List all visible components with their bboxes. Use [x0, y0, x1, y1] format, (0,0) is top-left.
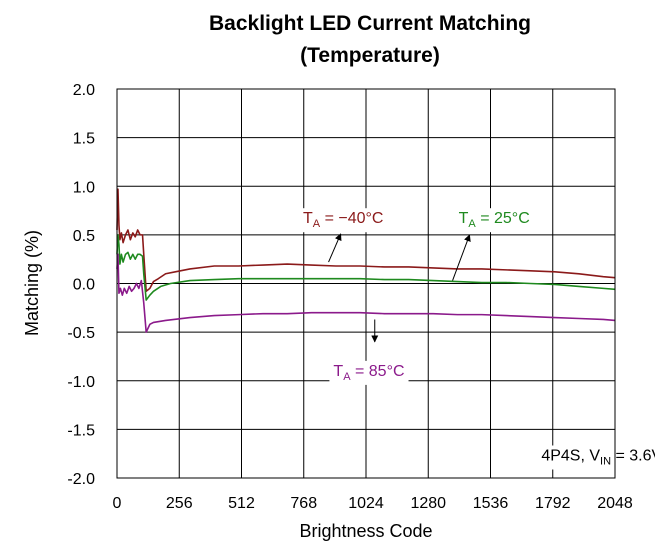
x-tick-label: 0 [113, 495, 122, 512]
y-tick-label: -1.5 [67, 422, 95, 439]
x-tick-label: 1536 [473, 495, 509, 512]
annotation-label: TA = −40°C [303, 210, 383, 230]
plot-frame [116, 88, 616, 479]
x-tick-label: 2048 [597, 495, 633, 512]
y-tick-label: 2.0 [73, 82, 95, 99]
annotation-arrow [452, 234, 471, 281]
annotation-background [299, 208, 388, 233]
series-lines [116, 188, 616, 333]
y-axis-label: Matching (%) [22, 230, 42, 336]
y-tick-label: -2.0 [67, 471, 95, 488]
annotation-arrow [328, 233, 342, 263]
x-tick-label: 1280 [410, 495, 446, 512]
series-line-0 [116, 188, 616, 293]
x-tick-label: 768 [290, 495, 317, 512]
chart-title-line1: Backlight LED Current Matching [209, 12, 531, 35]
chart-title-line2: (Temperature) [300, 44, 440, 67]
annotation-3: 4P4S, VIN = 3.6V [537, 445, 655, 470]
x-tick-label: 256 [166, 495, 193, 512]
series-line-1 [116, 234, 616, 301]
x-axis-ticks: 0 256 512 768 1024 1280 1536 1792 2048 [113, 495, 633, 512]
x-tick-label: 1792 [535, 495, 571, 512]
y-tick-label: 1.0 [73, 179, 95, 196]
annotation-background [537, 445, 655, 470]
y-tick-label: -0.5 [67, 325, 95, 342]
x-tick-label: 512 [228, 495, 255, 512]
annotations: TA = −40°C TA = 25°C TA = 85°C 4P4S, VIN = … [299, 208, 655, 470]
annotation-background [329, 360, 409, 385]
annotation-1: TA = 25°C [452, 208, 534, 281]
annotation-0: TA = −40°C [299, 208, 388, 263]
x-tick-label: 1024 [348, 495, 384, 512]
y-tick-label: -1.0 [67, 374, 95, 391]
y-tick-label: 0.5 [73, 228, 95, 245]
series-line-2 [116, 253, 616, 333]
y-axis-ticks: 2.0 1.5 1.0 0.5 0.0 -0.5 -1.0 -1.5 -2.0 [67, 82, 95, 488]
y-tick-label: 0.0 [73, 277, 95, 294]
x-axis-label: Brightness Code [299, 521, 432, 541]
annotation-label: 4P4S, VIN = 3.6V [541, 447, 655, 467]
annotation-label: TA = 25°C [459, 210, 530, 230]
annotation-2: TA = 85°C [329, 319, 409, 385]
y-tick-label: 1.5 [73, 131, 95, 148]
annotation-background [454, 208, 534, 233]
annotation-label: TA = 85°C [333, 363, 404, 383]
